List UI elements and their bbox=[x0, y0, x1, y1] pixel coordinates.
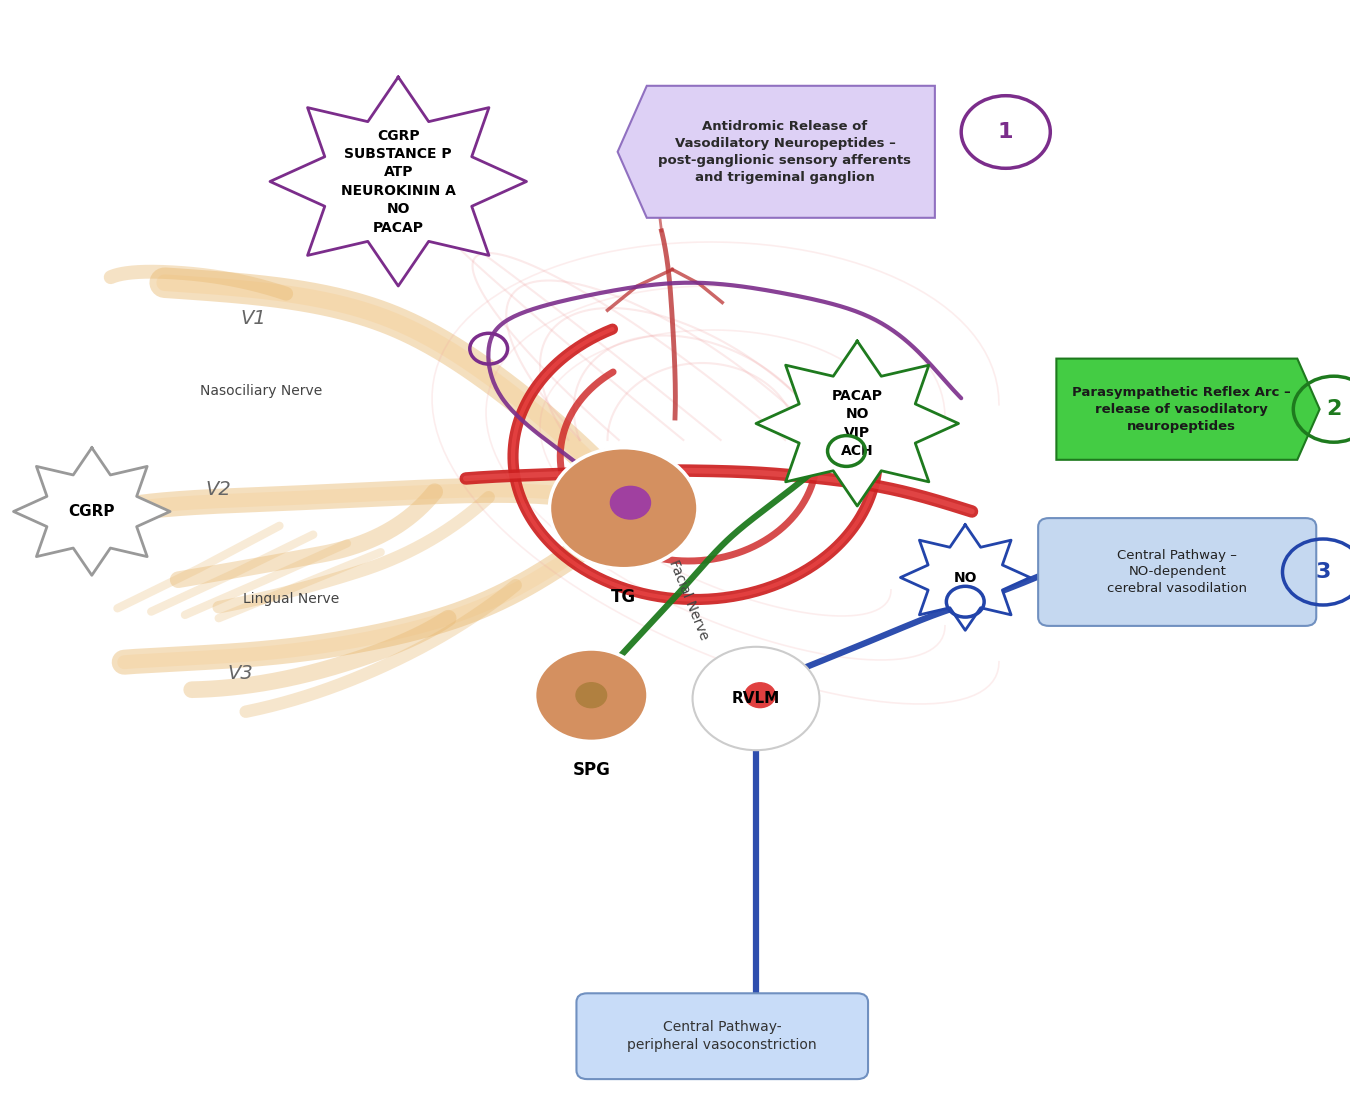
Text: Antidromic Release of
Vasodilatory Neuropeptides –
post-ganglionic sensory affer: Antidromic Release of Vasodilatory Neuro… bbox=[659, 120, 911, 184]
Text: CGRP
SUBSTANCE P
ATP
NEUROKININ A
NO
PACAP: CGRP SUBSTANCE P ATP NEUROKININ A NO PAC… bbox=[340, 129, 456, 234]
Circle shape bbox=[576, 683, 606, 707]
Text: TG: TG bbox=[612, 588, 636, 606]
Text: NO: NO bbox=[953, 571, 977, 584]
Text: Central Pathway –
NO-dependent
cerebral vasodilation: Central Pathway – NO-dependent cerebral … bbox=[1107, 549, 1247, 595]
Circle shape bbox=[745, 683, 775, 707]
Text: Facial Nerve: Facial Nerve bbox=[666, 558, 711, 641]
Text: Lingual Nerve: Lingual Nerve bbox=[243, 593, 339, 606]
Polygon shape bbox=[270, 77, 526, 286]
Text: 3: 3 bbox=[1315, 562, 1331, 582]
Text: CGRP: CGRP bbox=[69, 504, 115, 519]
Circle shape bbox=[693, 647, 819, 750]
Text: SPG: SPG bbox=[572, 761, 610, 779]
Text: 1: 1 bbox=[998, 122, 1014, 142]
Circle shape bbox=[549, 448, 698, 569]
Circle shape bbox=[535, 649, 648, 741]
Text: Nasociliary Nerve: Nasociliary Nerve bbox=[200, 384, 323, 397]
Polygon shape bbox=[14, 448, 170, 575]
Circle shape bbox=[610, 486, 651, 519]
Text: Parasympathetic Reflex Arc –
release of vasodilatory
neuropeptides: Parasympathetic Reflex Arc – release of … bbox=[1072, 386, 1291, 432]
Text: V2: V2 bbox=[205, 480, 232, 499]
Text: V1: V1 bbox=[240, 309, 267, 329]
Text: Central Pathway-
peripheral vasoconstriction: Central Pathway- peripheral vasoconstric… bbox=[628, 1020, 817, 1053]
Polygon shape bbox=[1056, 359, 1319, 460]
Text: 2: 2 bbox=[1326, 399, 1342, 419]
Text: PACAP
NO
VIP
ACH: PACAP NO VIP ACH bbox=[832, 389, 883, 458]
FancyBboxPatch shape bbox=[1038, 518, 1316, 626]
Polygon shape bbox=[617, 86, 934, 218]
Polygon shape bbox=[756, 341, 958, 506]
FancyBboxPatch shape bbox=[576, 993, 868, 1079]
Text: RVLM: RVLM bbox=[732, 691, 780, 706]
Polygon shape bbox=[900, 525, 1030, 630]
Text: V3: V3 bbox=[227, 663, 254, 683]
